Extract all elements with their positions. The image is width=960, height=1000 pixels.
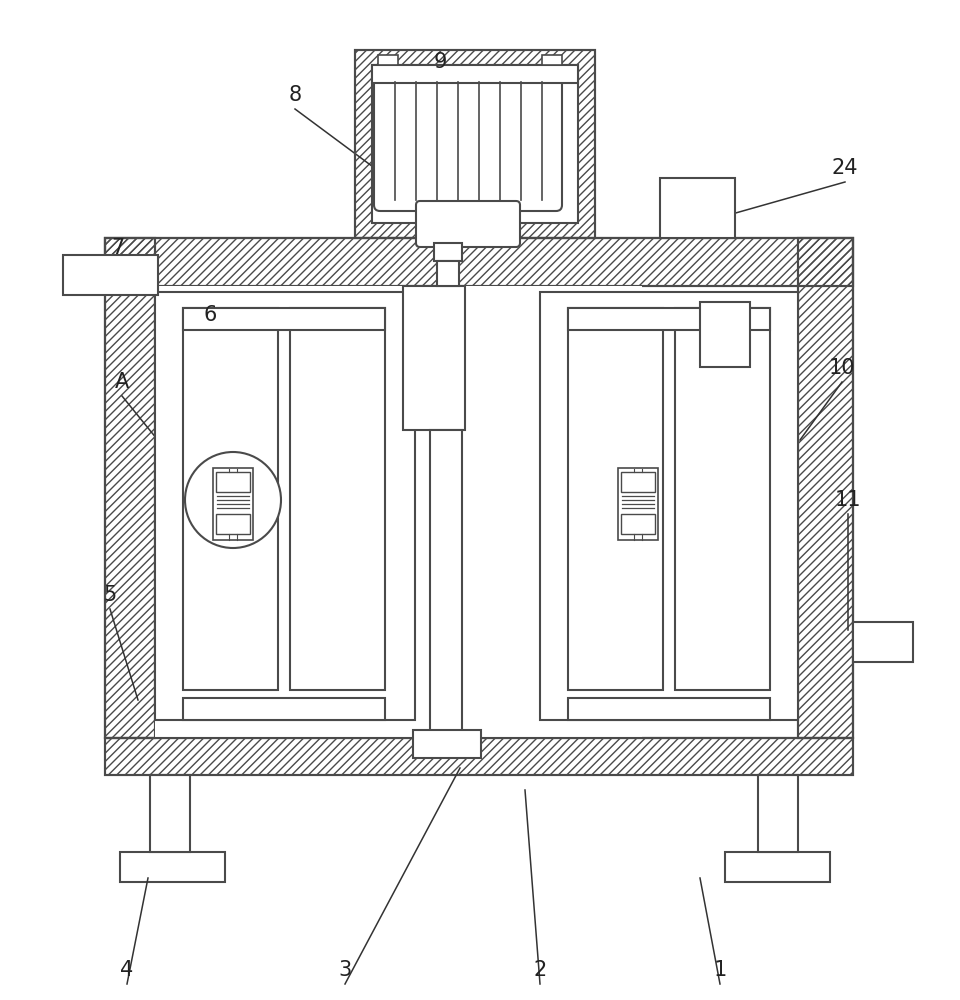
Bar [621, 514, 655, 534]
Bar [378, 55, 398, 65]
Bar [542, 55, 562, 65]
FancyBboxPatch shape [416, 201, 520, 247]
Bar [120, 852, 225, 882]
Bar [403, 286, 465, 430]
Bar [540, 292, 798, 720]
Bar [568, 308, 663, 690]
Bar [413, 730, 481, 758]
Bar [216, 472, 250, 492]
Bar [155, 292, 415, 720]
FancyBboxPatch shape [374, 71, 562, 211]
Bar [434, 243, 462, 261]
Text: 2: 2 [534, 960, 546, 980]
Bar [183, 308, 278, 690]
Bar [372, 65, 578, 83]
Bar [105, 238, 853, 286]
Text: 7: 7 [111, 238, 125, 258]
Text: 24: 24 [831, 158, 858, 178]
Text: 8: 8 [288, 85, 301, 105]
Text: 4: 4 [120, 960, 133, 980]
Text: 9: 9 [433, 52, 446, 72]
Bar [105, 238, 155, 738]
Bar [758, 775, 798, 852]
Text: A: A [115, 372, 130, 392]
Bar [105, 238, 853, 286]
Bar [372, 65, 578, 223]
Text: 6: 6 [204, 305, 217, 325]
Bar [568, 698, 770, 720]
Bar [105, 738, 853, 775]
Bar [675, 308, 770, 690]
Bar [150, 775, 190, 852]
Bar [183, 698, 385, 720]
Bar [183, 308, 385, 330]
Bar [105, 238, 155, 738]
Bar [355, 50, 595, 238]
Text: 1: 1 [713, 960, 727, 980]
Bar [105, 738, 853, 775]
Bar [290, 308, 385, 690]
Bar [105, 238, 853, 738]
Bar [853, 622, 913, 662]
Bar [372, 65, 578, 223]
Bar [798, 238, 853, 738]
Bar [355, 50, 595, 238]
Circle shape [185, 452, 281, 548]
Bar [568, 308, 770, 330]
Bar [216, 514, 250, 534]
Bar [798, 238, 853, 738]
Bar [430, 430, 462, 740]
Bar [621, 472, 655, 492]
Bar [155, 286, 642, 738]
Bar [725, 852, 830, 882]
Text: 11: 11 [835, 490, 861, 510]
Bar [700, 302, 750, 367]
Bar [63, 255, 158, 295]
Text: 3: 3 [338, 960, 351, 980]
Bar [213, 468, 253, 540]
Text: 10: 10 [828, 358, 855, 378]
Bar [437, 261, 459, 286]
Bar [618, 468, 658, 540]
Text: 5: 5 [104, 585, 116, 605]
Bar [660, 178, 735, 238]
